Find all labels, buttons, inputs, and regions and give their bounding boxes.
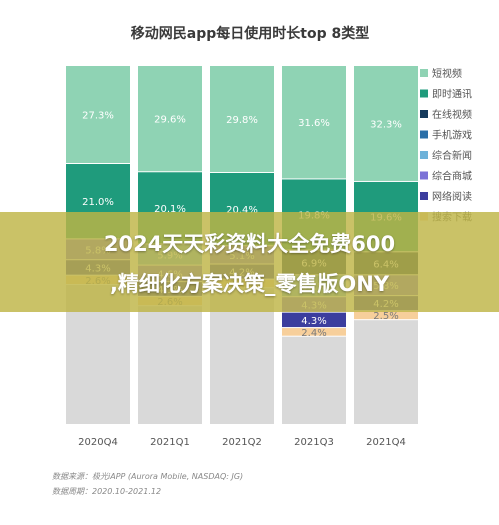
data-label: 29.6% <box>154 115 186 126</box>
data-label: 2.5% <box>373 311 398 322</box>
legend-label: 手机游戏 <box>432 129 472 142</box>
data-label: 4.3% <box>301 316 326 327</box>
legend-label: 短视频 <box>432 67 462 80</box>
legend: 短视频即时通讯在线视频手机游戏综合新闻综合商城网络阅读搜索下载 <box>420 67 472 224</box>
source-line-1: 数据来源：极光iAPP (Aurora Mobile, NASDAQ: JG) <box>52 472 243 481</box>
x-tick-label: 2020Q4 <box>78 437 118 448</box>
data-label: 32.3% <box>370 119 402 130</box>
x-axis-ticks: 2020Q4 2021Q1 2021Q2 2021Q3 2021Q4 <box>78 437 406 448</box>
data-label: 21.0% <box>82 197 114 208</box>
x-tick-label: 2021Q2 <box>222 437 262 448</box>
bar-segment-2021Q3-1 <box>282 328 346 336</box>
chart-title: 移动网民app每日使用时长top 8类型 <box>131 25 369 42</box>
legend-swatch <box>420 171 428 180</box>
data-label: 31.6% <box>298 118 330 129</box>
bar-segment-2021Q4-other <box>354 320 418 424</box>
legend-swatch <box>420 110 428 118</box>
x-tick-label: 2021Q3 <box>294 437 334 448</box>
legend-swatch <box>420 89 428 98</box>
bar-segment-2021Q3-2 <box>282 312 346 328</box>
data-label: 27.3% <box>82 111 114 122</box>
bar-segment-2021Q3-other <box>282 336 346 424</box>
bar-segment-2021Q4-6 <box>354 66 418 181</box>
source-line-2: 数据周期：2020.10-2021.12 <box>52 487 161 496</box>
bar-segment-2021Q4-1 <box>354 311 418 320</box>
legend-label: 在线视频 <box>432 108 472 121</box>
legend-swatch <box>420 151 428 159</box>
watermark-banner <box>0 212 499 312</box>
watermark-text-line-2: ,精细化方案决策_零售版ONY <box>109 272 390 296</box>
legend-swatch <box>420 192 428 200</box>
watermark-text-line-1: 2024天天彩资料大全免费600 <box>103 232 396 256</box>
bar-segment-2021Q1-other <box>138 306 202 424</box>
legend-label: 综合新闻 <box>432 149 472 162</box>
legend-swatch <box>420 69 428 77</box>
bar-segment-2021Q3-7 <box>282 66 346 179</box>
legend-label: 即时通讯 <box>432 89 472 101</box>
x-tick-label: 2021Q4 <box>366 437 406 448</box>
bar-segment-2020Q4-5 <box>66 66 130 164</box>
legend-label: 综合商城 <box>432 170 472 183</box>
x-tick-label: 2021Q1 <box>150 437 190 448</box>
data-label: 20.1% <box>154 204 186 215</box>
data-label: 2.4% <box>301 328 326 339</box>
bar-segment-2021Q2-5 <box>210 66 274 172</box>
legend-label: 网络阅读 <box>432 190 472 203</box>
legend-swatch <box>420 130 428 139</box>
bar-segment-2021Q1-6 <box>138 66 202 172</box>
data-label: 20.4% <box>226 205 258 216</box>
data-label: 29.8% <box>226 115 258 126</box>
